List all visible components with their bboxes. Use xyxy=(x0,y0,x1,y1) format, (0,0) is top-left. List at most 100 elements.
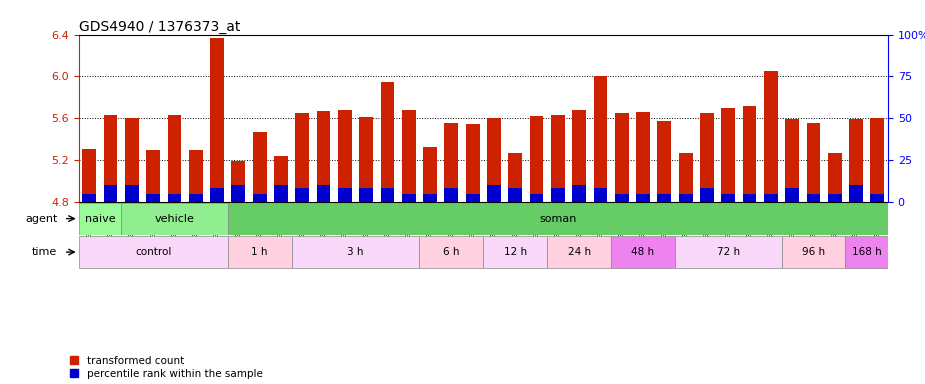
Bar xyxy=(530,116,544,202)
Bar xyxy=(104,185,117,202)
Bar xyxy=(551,115,565,202)
Bar xyxy=(658,194,672,202)
Bar xyxy=(121,202,228,235)
Bar xyxy=(611,236,675,268)
Bar xyxy=(828,194,842,202)
Text: 24 h: 24 h xyxy=(568,247,591,257)
Bar xyxy=(79,236,228,268)
Bar xyxy=(423,194,437,202)
Bar xyxy=(295,189,309,202)
Bar xyxy=(274,185,288,202)
Bar xyxy=(189,194,203,202)
Bar xyxy=(291,236,419,268)
Text: 1 h: 1 h xyxy=(252,247,268,257)
Bar xyxy=(722,194,735,202)
Text: 3 h: 3 h xyxy=(347,247,364,257)
Text: 168 h: 168 h xyxy=(852,247,882,257)
Bar xyxy=(466,194,479,202)
Bar xyxy=(679,153,693,202)
Bar xyxy=(231,185,245,202)
Bar xyxy=(210,189,224,202)
Bar xyxy=(807,123,820,202)
Bar xyxy=(573,110,586,202)
Bar xyxy=(167,115,181,202)
Bar xyxy=(380,82,394,202)
Bar xyxy=(573,185,586,202)
Bar xyxy=(675,236,782,268)
Bar xyxy=(764,71,778,202)
Bar xyxy=(274,156,288,202)
Bar xyxy=(359,117,373,202)
Text: 6 h: 6 h xyxy=(443,247,460,257)
Bar xyxy=(615,194,629,202)
Bar xyxy=(785,189,799,202)
Text: time: time xyxy=(32,247,57,257)
Bar xyxy=(551,189,565,202)
Bar xyxy=(338,189,352,202)
Bar xyxy=(594,189,608,202)
Bar xyxy=(870,118,884,202)
Text: agent: agent xyxy=(25,214,57,223)
Text: control: control xyxy=(135,247,171,257)
Bar xyxy=(743,106,757,202)
Bar xyxy=(636,194,650,202)
Bar xyxy=(359,189,373,202)
Bar xyxy=(82,149,96,202)
Bar xyxy=(210,38,224,202)
Bar xyxy=(722,108,735,202)
Bar xyxy=(785,119,799,202)
Bar xyxy=(146,194,160,202)
Bar xyxy=(828,153,842,202)
Bar xyxy=(548,236,611,268)
Bar xyxy=(228,236,291,268)
Bar xyxy=(700,189,714,202)
Bar xyxy=(487,118,500,202)
Text: vehicle: vehicle xyxy=(154,214,194,223)
Bar xyxy=(444,189,458,202)
Bar xyxy=(509,153,523,202)
Bar xyxy=(189,150,203,202)
Bar xyxy=(636,112,650,202)
Bar xyxy=(444,123,458,202)
Bar xyxy=(423,147,437,202)
Text: 12 h: 12 h xyxy=(504,247,527,257)
Bar xyxy=(231,161,245,202)
Bar xyxy=(419,236,483,268)
Bar xyxy=(253,194,266,202)
Bar xyxy=(849,185,863,202)
Bar xyxy=(82,194,96,202)
Bar xyxy=(401,110,415,202)
Bar xyxy=(466,124,479,202)
Bar xyxy=(700,113,714,202)
Bar xyxy=(146,150,160,202)
Bar xyxy=(125,118,139,202)
Bar xyxy=(401,194,415,202)
Text: GDS4940 / 1376373_at: GDS4940 / 1376373_at xyxy=(79,20,240,33)
Bar xyxy=(807,194,820,202)
Bar xyxy=(380,189,394,202)
Text: soman: soman xyxy=(539,214,576,223)
Bar xyxy=(679,194,693,202)
Text: naive: naive xyxy=(84,214,116,223)
Bar xyxy=(338,110,352,202)
Bar xyxy=(658,121,672,202)
Bar xyxy=(743,194,757,202)
Bar xyxy=(167,194,181,202)
Bar xyxy=(125,185,139,202)
Text: 72 h: 72 h xyxy=(717,247,740,257)
Bar xyxy=(870,194,884,202)
Bar xyxy=(594,76,608,202)
Text: 48 h: 48 h xyxy=(632,247,655,257)
Legend: transformed count, percentile rank within the sample: transformed count, percentile rank withi… xyxy=(70,356,263,379)
Bar xyxy=(316,111,330,202)
Bar xyxy=(764,194,778,202)
Bar xyxy=(530,194,544,202)
Bar xyxy=(487,185,500,202)
Bar xyxy=(253,132,266,202)
Bar xyxy=(615,113,629,202)
Bar xyxy=(509,189,523,202)
Bar xyxy=(79,202,121,235)
Bar xyxy=(104,115,117,202)
Bar xyxy=(849,119,863,202)
Bar xyxy=(228,202,888,235)
